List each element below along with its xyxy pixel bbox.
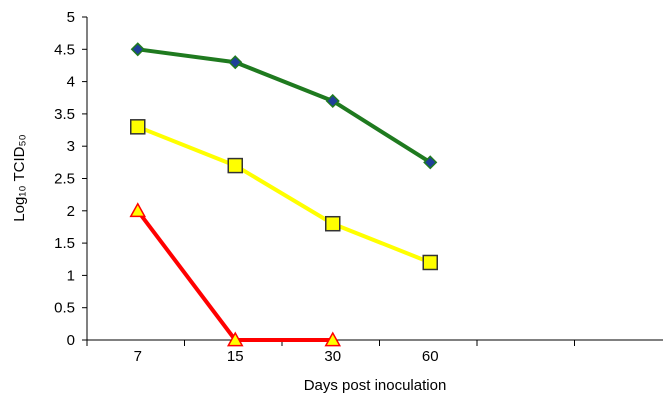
data-point-square xyxy=(325,215,341,232)
y-tick-label: 5 xyxy=(67,9,75,26)
x-axis-title: Days post inoculation xyxy=(304,377,447,394)
y-tick-label: 2 xyxy=(67,203,75,220)
data-point-triangle xyxy=(129,202,147,218)
data-point-diamond xyxy=(228,55,243,70)
y-tick-label: 2.5 xyxy=(54,171,75,188)
y-tick-label: 1 xyxy=(67,267,75,284)
y-tick-label: 3 xyxy=(67,138,75,155)
data-point-square xyxy=(422,254,438,271)
x-tick-label: 15 xyxy=(227,348,244,365)
y-tick-label: 4.5 xyxy=(54,41,75,58)
series-layer xyxy=(129,42,438,347)
series-2 xyxy=(129,202,342,347)
series-line xyxy=(136,209,333,342)
y-tick-label: 1.5 xyxy=(54,235,75,252)
x-tick-label: 60 xyxy=(422,348,439,365)
data-point-square xyxy=(130,119,146,135)
series-line xyxy=(137,47,432,165)
y-axis: 0 0.5 1 1.5 2 2.5 3 3.5 4 4.5 5 xyxy=(54,9,88,349)
y-tick-label: 0 xyxy=(67,332,75,349)
y-tick-label: 0.5 xyxy=(54,300,75,317)
y-ticks: 0 0.5 1 1.5 2 2.5 3 3.5 4 4.5 5 xyxy=(54,9,87,349)
data-point-diamond xyxy=(130,42,145,57)
data-point-triangle xyxy=(226,331,244,347)
y-axis-title: Log₁₀ TCID₅₀ xyxy=(11,134,28,221)
data-point-triangle xyxy=(324,331,342,347)
data-point-diamond xyxy=(325,93,340,109)
y-tick-label: 3.5 xyxy=(54,106,75,123)
x-tick-label: 7 xyxy=(134,348,142,365)
data-point-diamond xyxy=(423,155,438,170)
series-0 xyxy=(130,42,438,170)
x-ticks: 7 15 30 60 xyxy=(86,340,575,365)
x-tick-label: 30 xyxy=(324,348,341,365)
x-axis: 7 15 30 60 xyxy=(86,339,663,365)
series-line xyxy=(137,124,431,265)
data-point-square xyxy=(227,157,243,174)
y-tick-label: 4 xyxy=(67,74,75,91)
series-1 xyxy=(130,119,438,271)
